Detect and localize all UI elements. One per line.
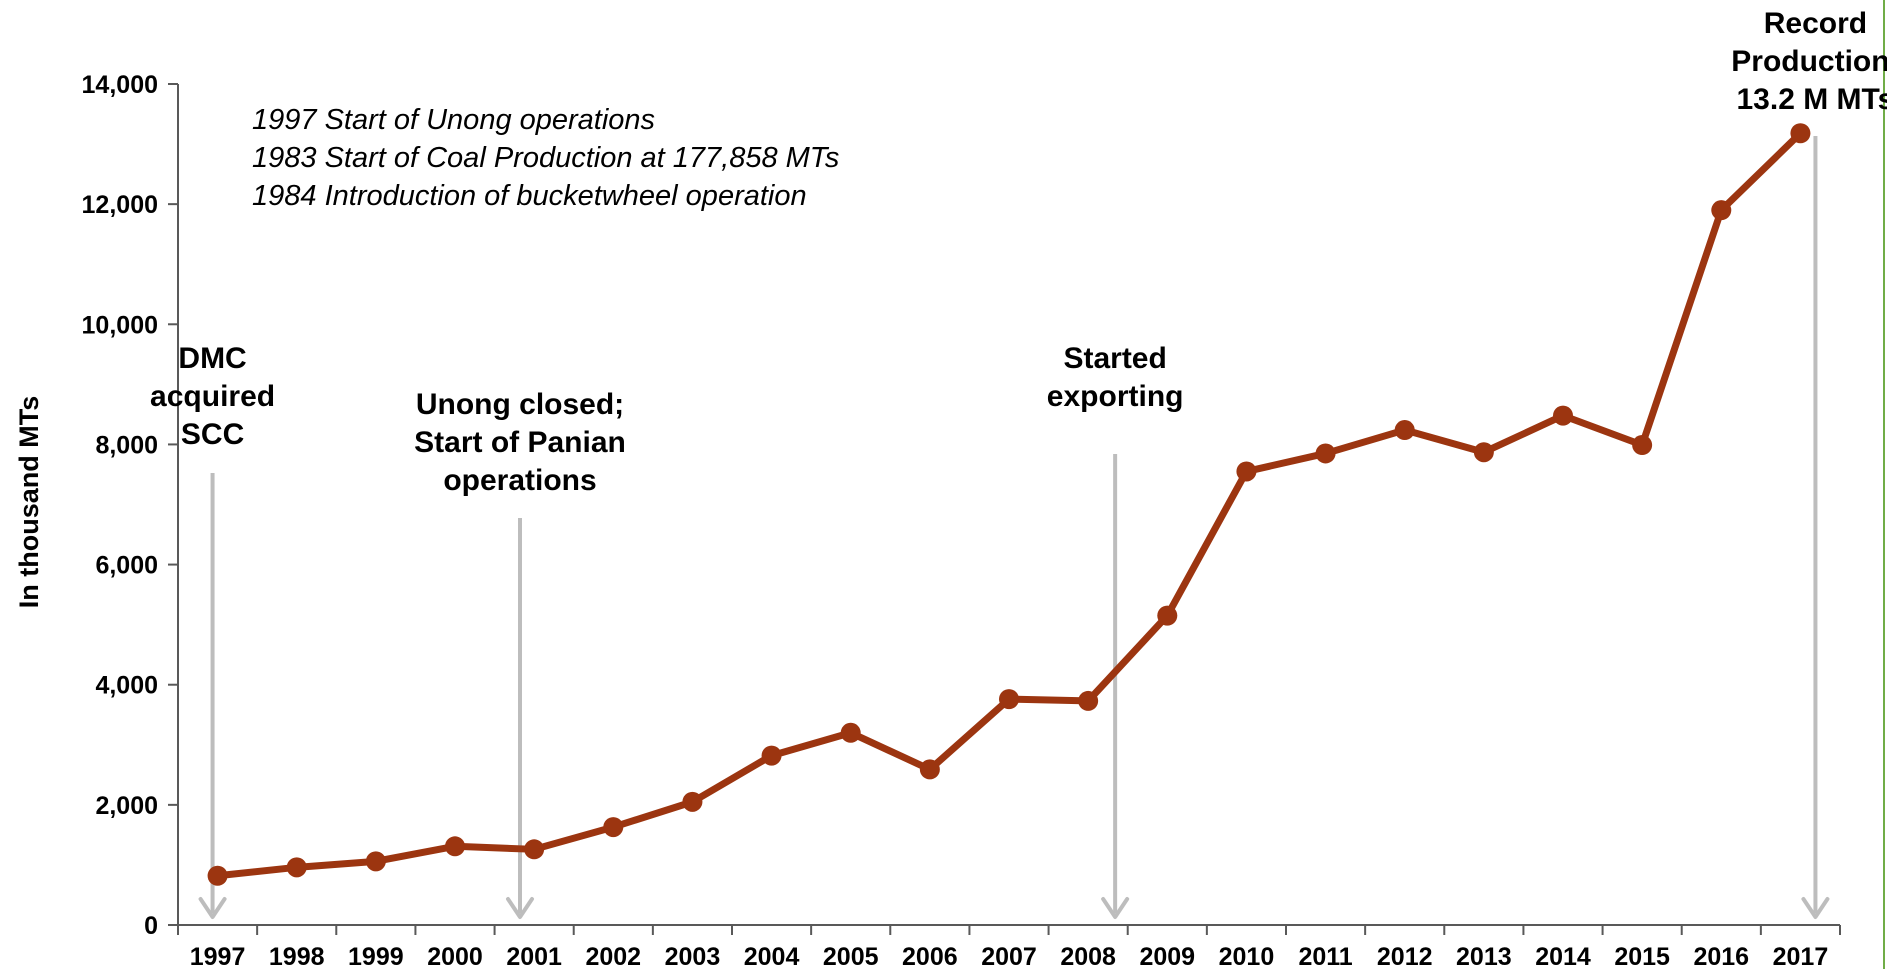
annotation-text: 13.2 M MTs — [1737, 83, 1887, 116]
x-tick-label: 2004 — [744, 943, 800, 969]
y-tick-label: 2,000 — [95, 792, 158, 820]
x-tick-label: 1998 — [269, 943, 325, 969]
x-tick-label: 2007 — [981, 943, 1037, 969]
data-point-2005 — [840, 722, 861, 743]
x-tick-label: 2002 — [585, 943, 641, 969]
data-point-2001 — [524, 839, 545, 860]
annotation-arrow-head — [198, 897, 227, 919]
annotation-text: DMC — [178, 342, 246, 375]
x-tick-label: 2008 — [1060, 943, 1116, 969]
annotation-text: Start of Panian — [414, 426, 626, 459]
y-tick-label: 14,000 — [82, 71, 158, 99]
data-point-2003 — [682, 791, 703, 812]
x-tick-label: 2005 — [823, 943, 879, 969]
data-point-2013 — [1473, 442, 1494, 463]
data-point-2008 — [1078, 690, 1099, 711]
data-point-2002 — [603, 817, 624, 838]
x-tick-label: 2016 — [1693, 943, 1749, 969]
x-tick-label: 2009 — [1139, 943, 1195, 969]
x-tick-label: 2000 — [427, 943, 483, 969]
annotation-text: operations — [443, 464, 596, 497]
annotation-arrow-head — [1801, 897, 1830, 919]
y-tick-label: 8,000 — [95, 431, 158, 459]
data-point-2000 — [445, 836, 465, 857]
data-point-2011 — [1315, 443, 1336, 464]
series-layer — [207, 123, 1811, 886]
axes — [177, 84, 1840, 926]
data-point-2009 — [1157, 605, 1178, 626]
y-tick-label: 0 — [144, 912, 158, 940]
data-point-1999 — [365, 851, 386, 872]
annotation-text: Record — [1764, 7, 1867, 40]
x-tick-label: 2015 — [1614, 943, 1670, 969]
y-axis-title: In thousand MTs — [14, 396, 44, 608]
data-point-2016 — [1711, 200, 1732, 221]
annotation-text: exporting — [1047, 380, 1184, 413]
x-tick-label: 2003 — [665, 943, 721, 969]
x-tick-label: 2013 — [1456, 943, 1512, 969]
x-tick-label: 2010 — [1219, 943, 1275, 969]
y-tick-label: 6,000 — [95, 552, 158, 580]
x-tick-label: 2006 — [902, 943, 958, 969]
annotation-text: Production: — [1731, 45, 1887, 78]
x-tick-label: 1997 — [190, 943, 246, 969]
annotation-arrow-head — [506, 897, 534, 919]
y-tick-label: 10,000 — [82, 311, 158, 339]
data-point-2015 — [1632, 435, 1653, 456]
annotation-text: acquired — [150, 380, 275, 413]
y-tick-label: 4,000 — [95, 672, 158, 700]
data-point-1997 — [207, 865, 228, 886]
annotation-text: Started — [1063, 342, 1166, 375]
data-point-2010 — [1236, 461, 1257, 482]
x-tick-label: 1999 — [348, 943, 404, 969]
x-tick-label: 2012 — [1377, 943, 1433, 969]
annotations: DMC acquired SCC Unong closed; Start of Pani… — [150, 7, 1887, 497]
y-tick-label: 12,000 — [82, 191, 158, 219]
data-point-2006 — [919, 759, 940, 780]
annotation-arrows — [198, 136, 1830, 919]
data-point-2017 — [1790, 123, 1811, 144]
x-tick-label: 2001 — [506, 943, 562, 969]
y-ticks: 0 2,000 4,000 6,000 8,000 10,000 12,000 14,000 — [82, 71, 178, 940]
x-tick-label: 2017 — [1773, 943, 1829, 969]
note-2: 1983 Start of Coal Production at 177,858… — [252, 142, 839, 174]
data-point-2014 — [1553, 405, 1573, 426]
x-ticks: 1997 1998 1999 2000 2001 2002 2003 2004 2005 2006… — [177, 925, 1841, 969]
data-point-1998 — [286, 857, 307, 878]
data-point-2004 — [761, 745, 782, 766]
annotation-text: Unong closed; — [416, 388, 624, 421]
data-point-2007 — [999, 689, 1019, 710]
annotation-text: SCC — [181, 418, 244, 451]
x-tick-label: 2011 — [1298, 943, 1352, 969]
annotation-arrow-head — [1101, 897, 1130, 919]
series-line — [214, 129, 1804, 880]
data-point-2012 — [1394, 420, 1415, 441]
notes-block: 1997 Start of Unong operations 1983 Star… — [252, 104, 839, 212]
x-tick-label: 2014 — [1535, 943, 1591, 969]
note-1: 1997 Start of Unong operations — [252, 104, 655, 136]
note-3: 1984 Introduction of bucketwheel operati… — [252, 180, 807, 212]
